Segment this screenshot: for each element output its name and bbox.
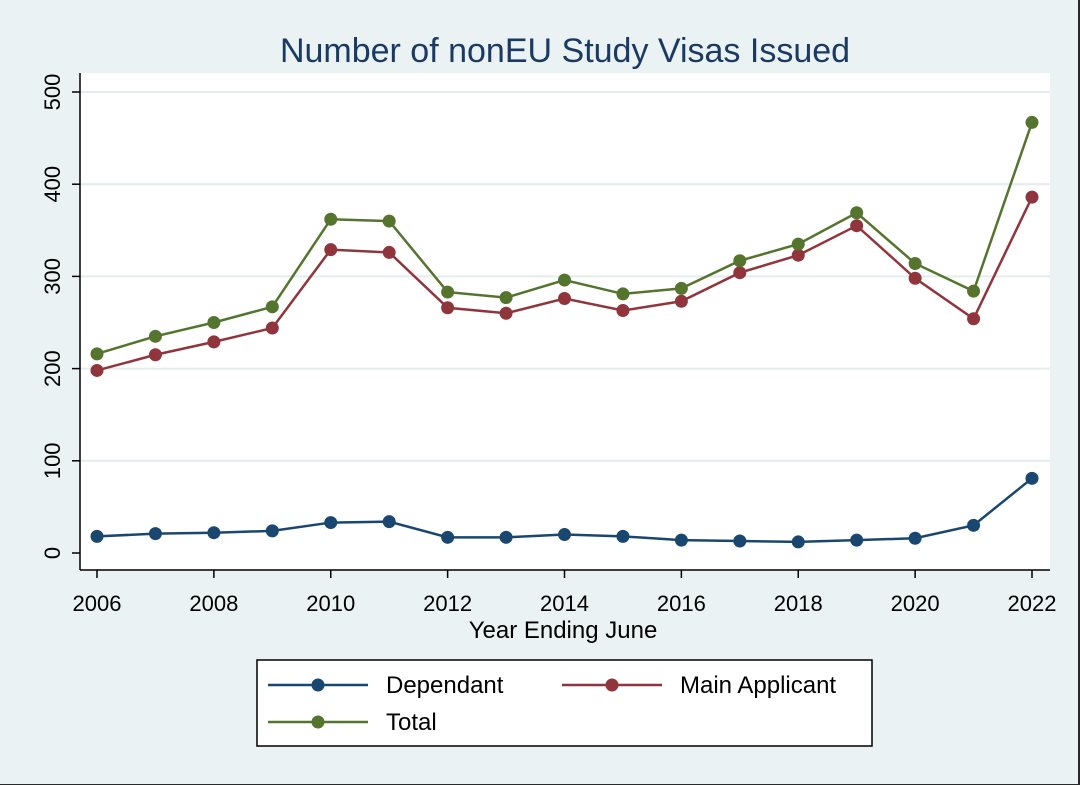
data-point-main-applicant bbox=[382, 245, 396, 259]
x-tick-label: 2010 bbox=[306, 591, 355, 616]
data-point-total bbox=[265, 300, 279, 314]
y-tick-label: 100 bbox=[40, 442, 65, 479]
data-point-dependant bbox=[791, 535, 805, 549]
data-point-total bbox=[382, 214, 396, 228]
plot-area bbox=[80, 73, 1050, 570]
data-point-main-applicant bbox=[558, 292, 571, 306]
data-point-total bbox=[148, 329, 162, 343]
x-tick-label: 2018 bbox=[774, 591, 823, 616]
data-point-main-applicant bbox=[1025, 190, 1039, 204]
legend: Dependant Main Applicant Total bbox=[256, 659, 873, 747]
data-point-total bbox=[441, 285, 455, 299]
data-point-dependant bbox=[265, 524, 279, 538]
y-tick-label: 400 bbox=[40, 166, 65, 203]
data-point-dependant bbox=[674, 533, 688, 547]
data-point-main-applicant bbox=[441, 301, 455, 315]
data-point-total bbox=[791, 237, 805, 251]
legend-marker-dependant bbox=[311, 678, 325, 692]
data-point-main-applicant bbox=[90, 363, 104, 377]
x-tick-label: 2016 bbox=[657, 591, 706, 616]
data-point-main-applicant bbox=[791, 248, 805, 262]
data-point-dependant bbox=[733, 534, 747, 548]
data-point-dependant bbox=[90, 529, 104, 543]
data-point-main-applicant bbox=[733, 266, 747, 280]
data-point-main-applicant bbox=[499, 306, 513, 320]
data-series bbox=[90, 115, 1039, 549]
x-tick-label: 2006 bbox=[73, 591, 122, 616]
x-tick-label: 2012 bbox=[423, 591, 472, 616]
legend-label-main-applicant: Main Applicant bbox=[680, 672, 836, 699]
data-point-total bbox=[558, 273, 571, 287]
data-point-total bbox=[207, 316, 221, 329]
data-point-dependant bbox=[1025, 471, 1039, 485]
data-point-main-applicant bbox=[148, 348, 162, 362]
x-axis-label: Year Ending June bbox=[469, 617, 658, 644]
data-point-dependant bbox=[967, 518, 981, 532]
data-point-main-applicant bbox=[674, 294, 688, 308]
data-point-total bbox=[674, 281, 688, 295]
legend-label-dependant: Dependant bbox=[386, 672, 504, 699]
data-point-dependant bbox=[616, 529, 630, 543]
y-tick-label: 0 bbox=[40, 547, 65, 559]
data-point-dependant bbox=[558, 528, 571, 542]
data-point-total bbox=[324, 212, 338, 226]
data-point-total bbox=[616, 287, 630, 301]
legend-marker-main-applicant bbox=[605, 678, 619, 692]
data-point-total bbox=[1025, 115, 1039, 129]
data-point-main-applicant bbox=[616, 304, 630, 318]
data-point-dependant bbox=[850, 533, 864, 547]
data-point-total bbox=[967, 284, 981, 298]
data-point-total bbox=[90, 347, 104, 361]
axes: 0 100 200 300 400 500 2006 2008 2010 2012 2014 2016… bbox=[40, 73, 1057, 616]
data-point-main-applicant bbox=[265, 321, 279, 335]
data-point-total bbox=[733, 254, 747, 268]
data-point-main-applicant bbox=[207, 335, 221, 349]
data-point-total bbox=[850, 206, 864, 220]
legend-label-total: Total bbox=[386, 709, 437, 736]
data-point-dependant bbox=[148, 527, 162, 541]
legend-marker-total bbox=[311, 715, 325, 729]
x-tick-label: 2008 bbox=[189, 591, 238, 616]
data-point-dependant bbox=[207, 526, 221, 540]
chart-title: Number of nonEU Study Visas Issued bbox=[280, 32, 850, 70]
legend-box bbox=[256, 659, 873, 747]
data-point-total bbox=[499, 291, 513, 305]
data-point-total bbox=[908, 256, 922, 270]
x-tick-label: 2014 bbox=[540, 591, 589, 616]
y-tick-label: 500 bbox=[40, 74, 65, 111]
x-tick-label: 2022 bbox=[1008, 591, 1057, 616]
data-point-dependant bbox=[499, 530, 513, 544]
data-point-dependant bbox=[908, 531, 922, 545]
data-point-dependant bbox=[324, 516, 338, 530]
data-point-dependant bbox=[441, 530, 455, 544]
y-tick-label: 200 bbox=[40, 350, 65, 387]
data-point-main-applicant bbox=[967, 312, 981, 326]
y-tick-label: 300 bbox=[40, 258, 65, 295]
data-point-main-applicant bbox=[850, 219, 864, 233]
x-tick-label: 2020 bbox=[891, 591, 940, 616]
data-point-main-applicant bbox=[324, 243, 338, 257]
data-point-main-applicant bbox=[908, 271, 922, 285]
data-point-dependant bbox=[382, 515, 396, 529]
